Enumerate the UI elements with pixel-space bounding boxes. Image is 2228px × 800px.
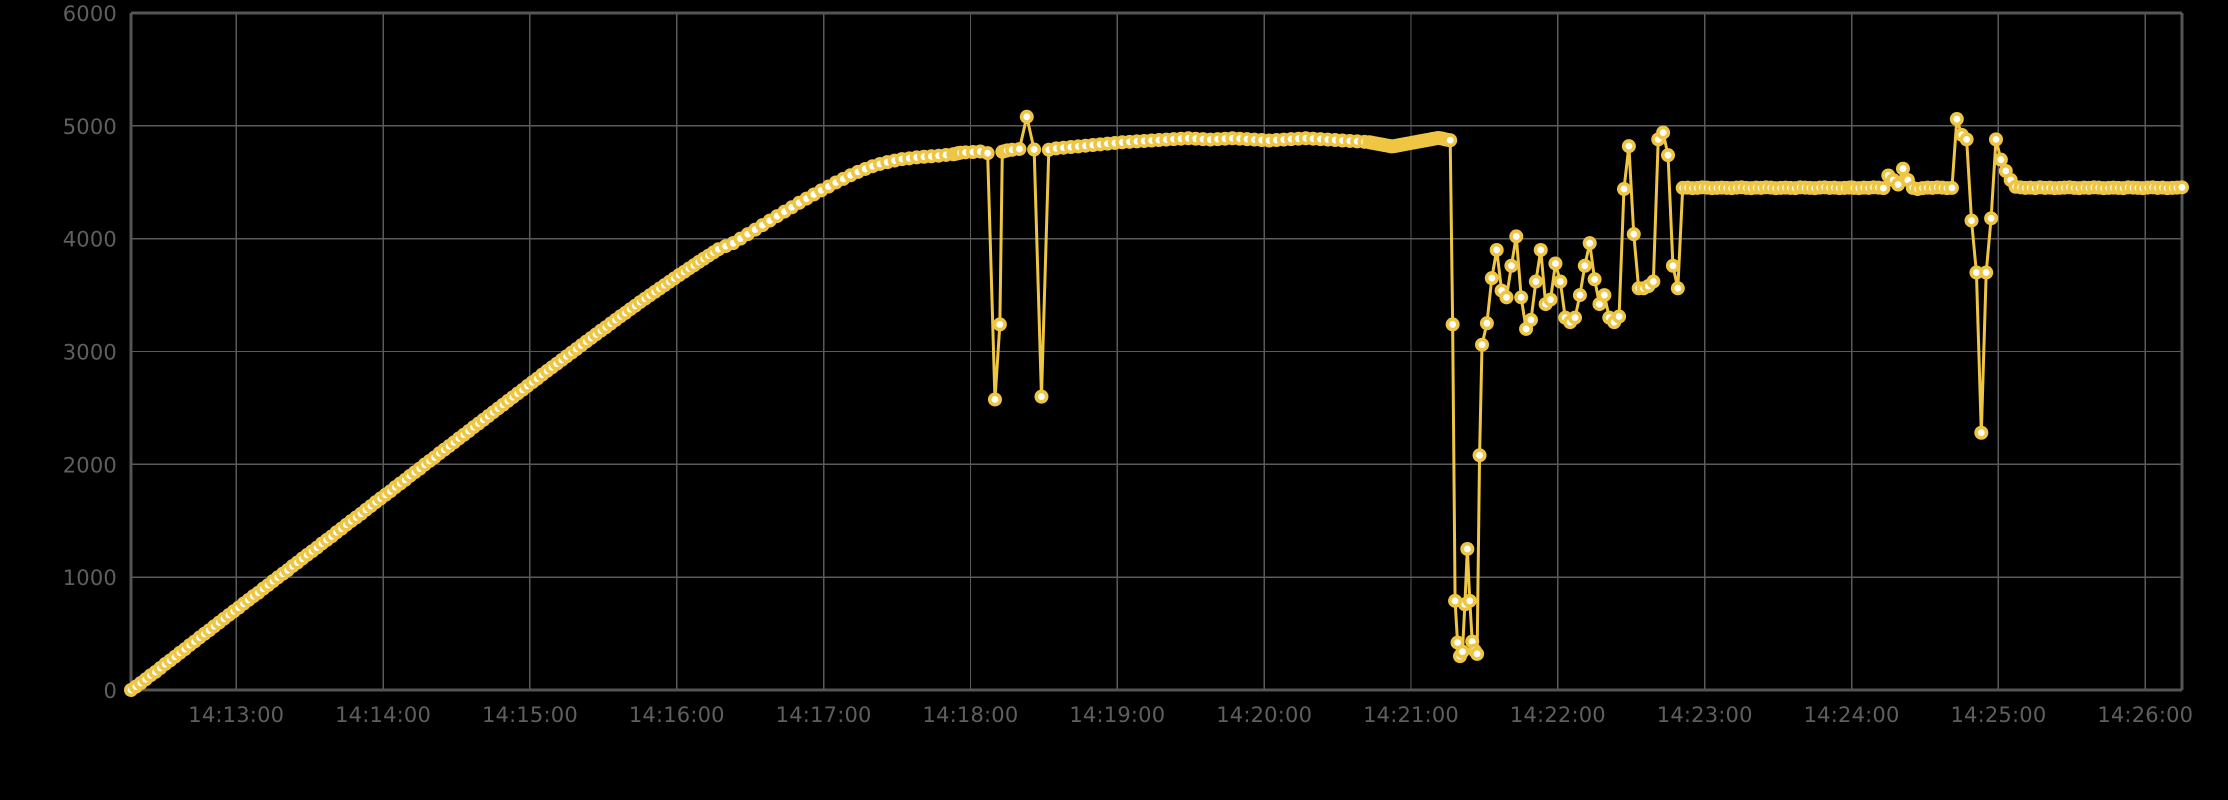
data-point <box>1899 165 1907 173</box>
data-point <box>1446 136 1454 144</box>
data-point <box>1982 269 1990 276</box>
data-point <box>1503 293 1510 301</box>
data-point <box>1476 451 1483 459</box>
data-point <box>1576 291 1584 299</box>
x-tick-label: 14:18:00 <box>923 703 1019 727</box>
data-point <box>1488 274 1496 282</box>
data-point <box>1963 135 1971 143</box>
data-point <box>1649 278 1657 285</box>
data-point <box>1992 135 2000 143</box>
data-point <box>1953 115 1961 123</box>
data-point <box>991 396 999 403</box>
data-point <box>1552 260 1559 267</box>
x-tick-label: 14:22:00 <box>1510 703 1606 727</box>
data-point <box>1512 233 1520 240</box>
data-point <box>1522 325 1530 333</box>
data-point <box>1454 639 1461 647</box>
y-tick-label: 2000 <box>63 453 117 477</box>
x-tick-label: 14:16:00 <box>629 703 725 727</box>
data-point <box>1987 214 1995 222</box>
data-point <box>2002 167 2010 175</box>
data-point <box>1449 321 1457 328</box>
data-point <box>1948 184 1956 192</box>
x-tick-label: 14:19:00 <box>1069 703 1165 727</box>
data-point <box>1517 293 1525 301</box>
data-point <box>1659 129 1667 137</box>
data-point <box>1894 181 1902 188</box>
data-point <box>1997 156 2005 164</box>
data-point <box>1527 316 1535 324</box>
x-tick-label: 14:13:00 <box>188 703 284 727</box>
plot-frame <box>129 11 2184 692</box>
data-point <box>1023 113 1031 121</box>
data-point <box>1674 284 1682 292</box>
x-tick-label: 14:25:00 <box>1950 703 2046 727</box>
x-tick-label: 14:24:00 <box>1804 703 1900 727</box>
data-point <box>1615 313 1623 320</box>
y-tick-label: 5000 <box>63 115 117 139</box>
x-tick-label: 14:20:00 <box>1216 703 1312 727</box>
data-point <box>1880 184 1887 192</box>
data-point <box>1473 650 1481 658</box>
x-tick-label: 14:26:00 <box>2097 703 2193 727</box>
data-point <box>1977 429 1985 437</box>
data-point <box>1968 217 1975 225</box>
x-tick-label: 14:21:00 <box>1363 703 1459 727</box>
data-point <box>1030 146 1038 153</box>
data-point <box>1038 393 1045 401</box>
data-point <box>1556 278 1564 285</box>
data-point <box>1591 275 1598 283</box>
data-point <box>1600 291 1608 299</box>
data-point <box>1468 638 1476 645</box>
data-point <box>1532 278 1540 285</box>
x-tick-label: 14:17:00 <box>776 703 872 727</box>
series-markers <box>124 109 2189 697</box>
x-tick-label: 14:23:00 <box>1657 703 1753 727</box>
x-axis-tick-labels: 14:13:00 14:14:00 14:15:00 14:16:00 14:17:00… <box>188 703 2193 727</box>
data-point <box>1620 185 1628 193</box>
y-tick-label: 6000 <box>63 2 117 26</box>
data-point <box>1466 597 1474 605</box>
data-point <box>1493 246 1501 254</box>
data-point <box>996 321 1004 328</box>
data-point <box>1537 246 1545 254</box>
grid-lines <box>131 13 2182 690</box>
data-point <box>1596 300 1603 308</box>
y-tick-label: 3000 <box>63 341 117 365</box>
data-point <box>1630 230 1638 238</box>
x-tick-label: 14:15:00 <box>482 703 578 727</box>
y-tick-label: 0 <box>103 679 117 703</box>
data-point <box>2178 183 2186 191</box>
data-point <box>1547 296 1554 303</box>
data-point <box>1586 239 1594 247</box>
data-point <box>1625 142 1633 150</box>
data-point <box>1463 545 1471 553</box>
data-point <box>1459 648 1466 656</box>
data-point <box>1581 262 1589 270</box>
data-point <box>1478 341 1486 349</box>
data-point <box>984 149 992 157</box>
data-point <box>1483 319 1491 327</box>
x-tick-label: 14:14:00 <box>335 703 431 727</box>
data-point <box>1016 145 1023 153</box>
data-point <box>1571 314 1579 322</box>
data-point <box>1664 151 1672 159</box>
data-point <box>1451 597 1459 605</box>
data-point <box>1669 262 1677 270</box>
y-tick-label: 1000 <box>63 566 117 590</box>
y-tick-label: 4000 <box>63 228 117 252</box>
data-point <box>1507 262 1515 270</box>
data-point <box>1973 269 1980 276</box>
y-axis-tick-labels: 0 1000 2000 3000 4000 5000 6000 <box>63 2 117 703</box>
